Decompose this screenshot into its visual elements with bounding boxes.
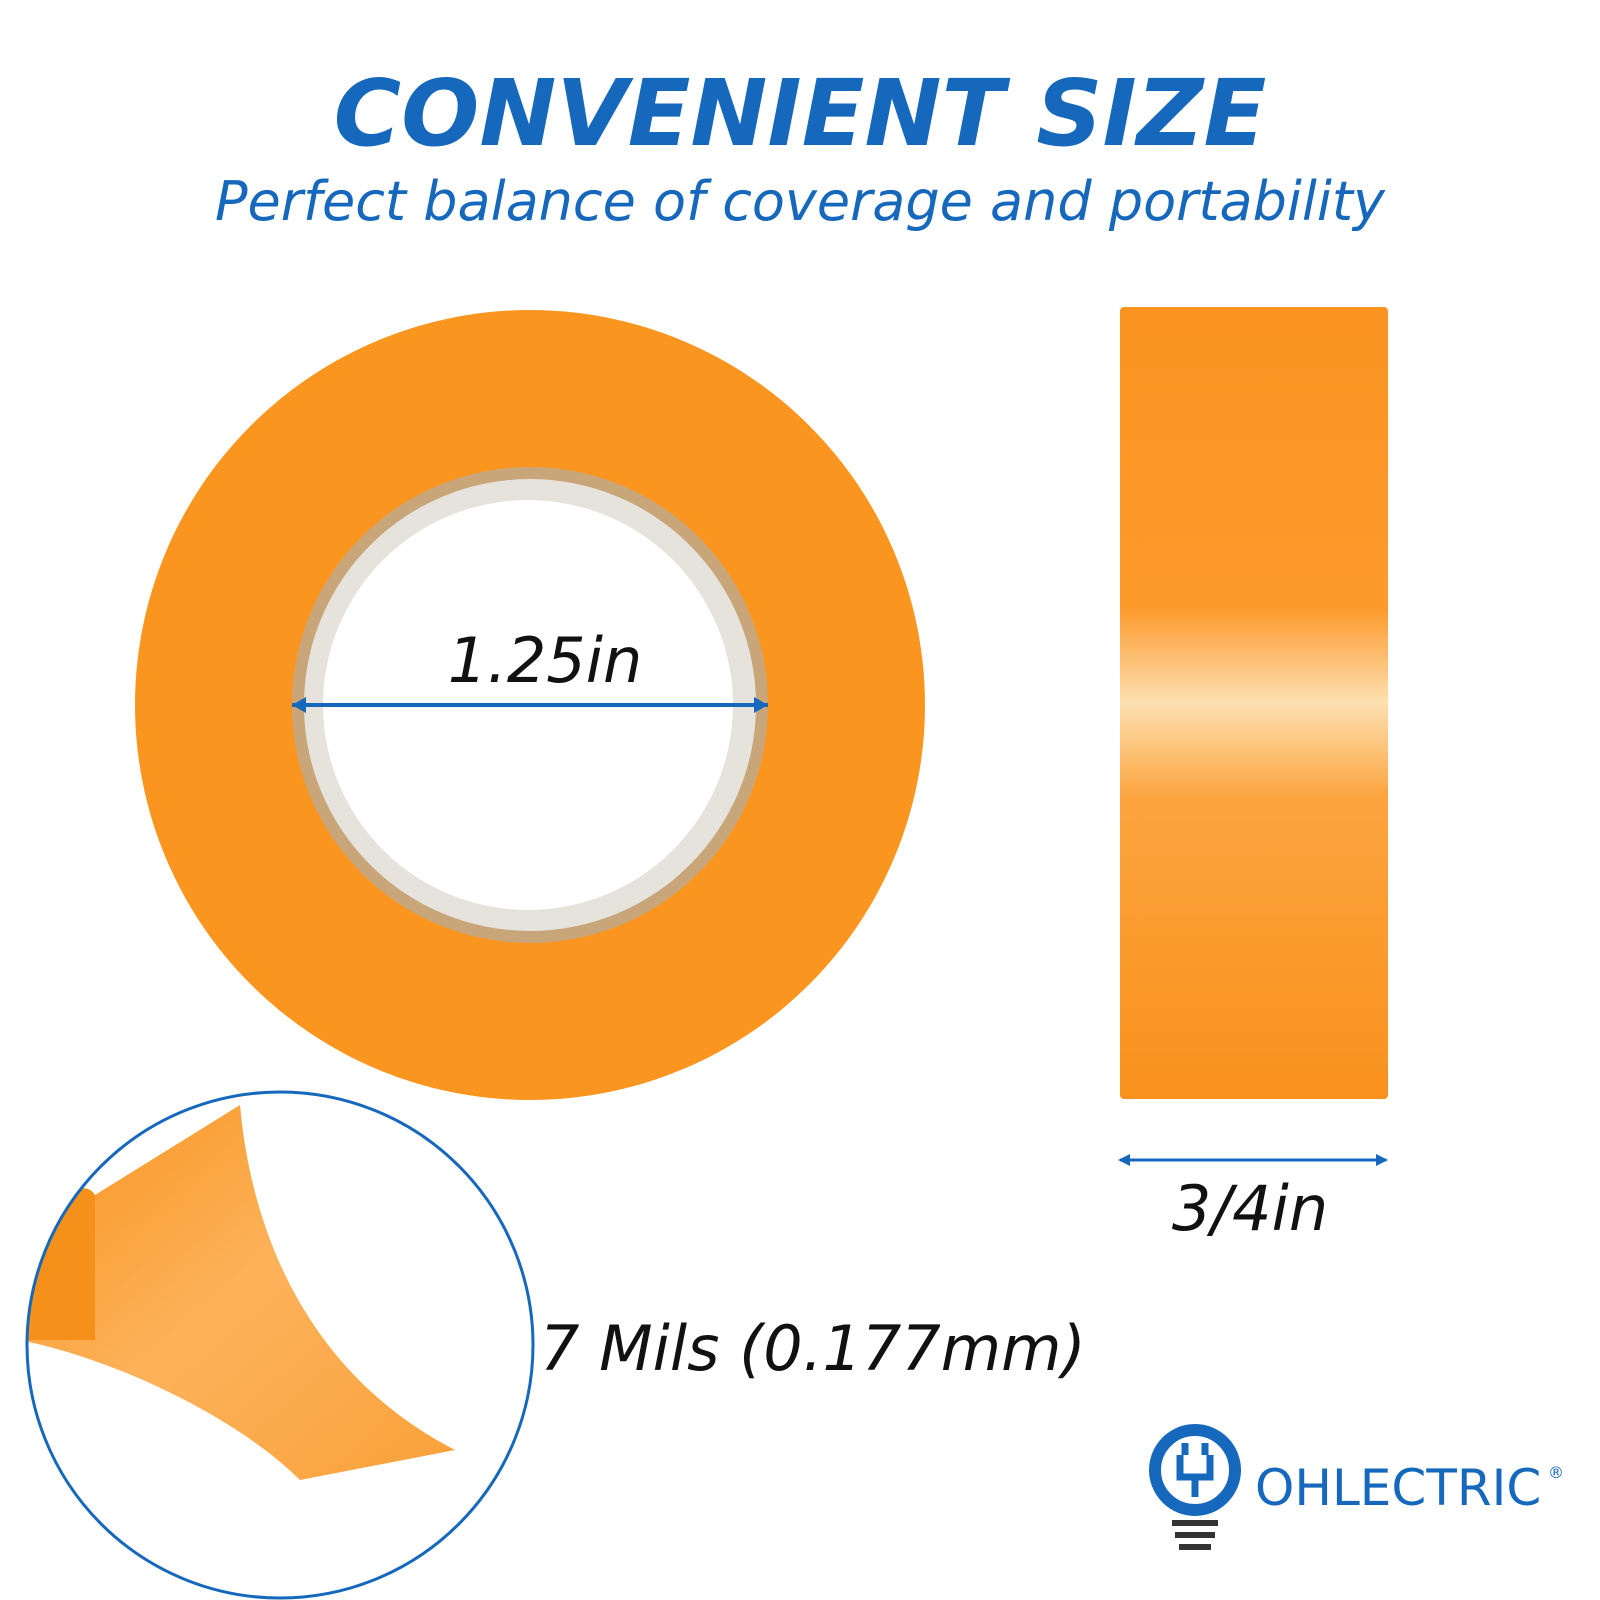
thickness-detail	[25, 1090, 535, 1600]
thickness-label: 7 Mils (0.177mm)	[540, 1312, 1086, 1385]
tape-roll-side	[1120, 307, 1388, 1099]
title: CONVENIENT SIZE	[334, 60, 1267, 167]
brand-name: OHLECTRIC	[1255, 1459, 1541, 1517]
width-label: 3/4in	[1172, 1172, 1328, 1245]
brand-mark: ®	[1548, 1463, 1564, 1482]
subtitle: Perfect balance of coverage and portabil…	[215, 170, 1386, 233]
inner-diameter-label: 1.25in	[448, 624, 643, 697]
brand-logo	[1149, 1424, 1241, 1550]
width-arrow	[1118, 1154, 1388, 1166]
tape-roll-front	[135, 310, 925, 1100]
